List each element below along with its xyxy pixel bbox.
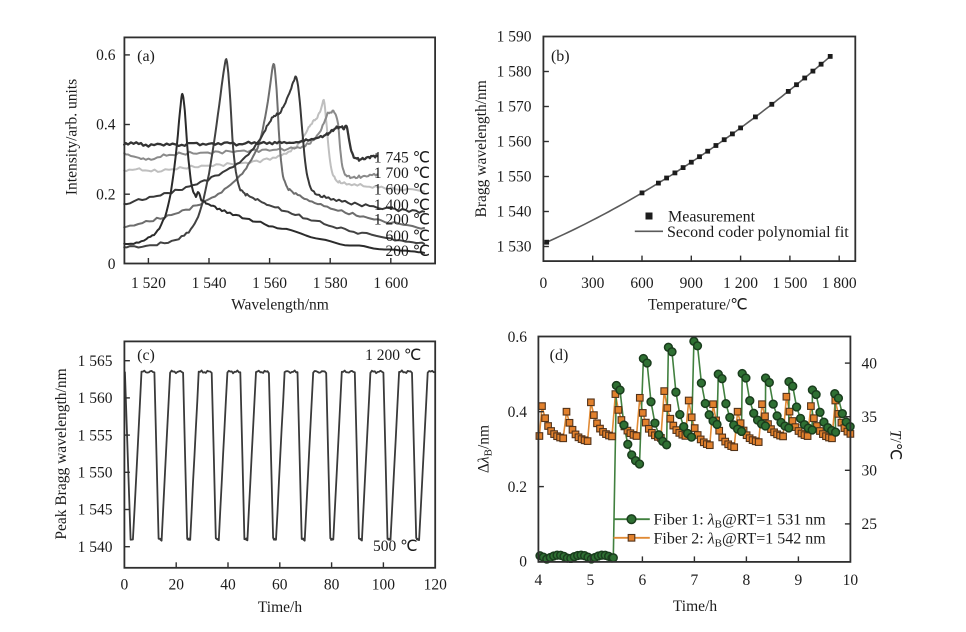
svg-text:300: 300 [581, 275, 605, 292]
svg-text:600: 600 [630, 275, 654, 292]
svg-text:1 560: 1 560 [78, 390, 113, 407]
svg-text:0.6: 0.6 [96, 47, 116, 64]
svg-text:1 530: 1 530 [497, 239, 532, 256]
svg-text:5: 5 [587, 572, 595, 589]
svg-text:4: 4 [535, 572, 543, 589]
svg-text:Intensity/arb. units: Intensity/arb. units [64, 79, 81, 195]
svg-text:1 580: 1 580 [313, 275, 348, 292]
svg-text:Fiber 2: λB@RT=1 542 nm: Fiber 2: λB@RT=1 542 nm [654, 530, 827, 549]
svg-text:0: 0 [540, 275, 548, 292]
svg-text:7: 7 [691, 572, 699, 589]
svg-text:0.6: 0.6 [508, 329, 528, 346]
svg-text:900: 900 [680, 275, 704, 292]
svg-text:0: 0 [108, 256, 116, 273]
svg-text:T/℃: T/℃ [887, 430, 904, 460]
svg-text:Time/h: Time/h [673, 598, 717, 615]
svg-text:10: 10 [843, 572, 859, 589]
svg-text:1 565: 1 565 [78, 353, 113, 370]
svg-text:1 555: 1 555 [78, 427, 113, 444]
svg-text:(a): (a) [137, 48, 155, 65]
svg-text:1 700 ℃: 1 700 ℃ [374, 165, 430, 182]
svg-text:600 ℃: 600 ℃ [385, 228, 430, 245]
svg-text:1 570: 1 570 [497, 99, 532, 116]
svg-text:40: 40 [220, 577, 236, 594]
svg-text:1 560: 1 560 [497, 134, 532, 151]
svg-text:1 580: 1 580 [497, 64, 532, 81]
svg-text:20: 20 [168, 577, 184, 594]
svg-text:Fiber 1: λB@RT=1 531 nm: Fiber 1: λB@RT=1 531 nm [654, 512, 827, 531]
svg-text:1 600 ℃: 1 600 ℃ [374, 181, 430, 198]
svg-text:1 545: 1 545 [78, 502, 113, 519]
svg-text:0: 0 [519, 554, 527, 571]
svg-text:(c): (c) [137, 347, 155, 364]
svg-text:Measurement: Measurement [668, 209, 756, 226]
svg-text:0.4: 0.4 [508, 404, 528, 421]
svg-text:120: 120 [424, 577, 448, 594]
svg-text:Wavelength/nm: Wavelength/nm [231, 297, 329, 314]
svg-text:(d): (d) [550, 347, 569, 364]
svg-text:8: 8 [743, 572, 751, 589]
svg-text:1 540: 1 540 [78, 539, 113, 556]
svg-text:Temperature/℃: Temperature/℃ [648, 297, 748, 314]
svg-text:1 200 ℃: 1 200 ℃ [374, 211, 430, 228]
svg-text:500 ℃: 500 ℃ [373, 538, 418, 555]
svg-text:1 800: 1 800 [822, 275, 857, 292]
svg-text:200 ℃: 200 ℃ [385, 243, 430, 260]
svg-text:0.2: 0.2 [96, 186, 115, 203]
svg-text:Time/h: Time/h [258, 599, 302, 616]
svg-text:9: 9 [795, 572, 803, 589]
svg-text:1 500: 1 500 [772, 275, 807, 292]
svg-text:0.2: 0.2 [508, 479, 527, 496]
svg-text:60: 60 [272, 577, 288, 594]
svg-text:Peak Bragg wavelength/nm: Peak Bragg wavelength/nm [53, 368, 70, 539]
svg-text:40: 40 [862, 355, 878, 372]
svg-text:25: 25 [862, 516, 878, 533]
svg-text:1 600: 1 600 [373, 275, 408, 292]
svg-text:6: 6 [639, 572, 647, 589]
svg-text:1 520: 1 520 [131, 275, 166, 292]
svg-text:1 400 ℃: 1 400 ℃ [374, 197, 430, 214]
svg-text:35: 35 [862, 409, 878, 426]
svg-text:30: 30 [862, 463, 878, 480]
svg-text:0.4: 0.4 [96, 117, 116, 134]
svg-text:1 200 ℃: 1 200 ℃ [365, 347, 421, 364]
svg-text:(b): (b) [551, 48, 570, 65]
svg-text:Bragg wavelength/nm: Bragg wavelength/nm [473, 80, 490, 217]
svg-text:1 200: 1 200 [723, 275, 758, 292]
svg-text:ΔλB/nm: ΔλB/nm [476, 425, 495, 473]
svg-text:Second coder polynomial fit: Second coder polynomial fit [667, 224, 849, 241]
svg-text:1 540: 1 540 [192, 275, 227, 292]
svg-text:1 590: 1 590 [497, 29, 532, 46]
svg-text:100: 100 [372, 577, 396, 594]
svg-text:1 550: 1 550 [497, 169, 532, 186]
svg-text:1 540: 1 540 [497, 204, 532, 221]
svg-text:0: 0 [121, 577, 129, 594]
svg-text:1 550: 1 550 [78, 465, 113, 482]
svg-text:1 745 ℃: 1 745 ℃ [374, 150, 430, 167]
svg-text:80: 80 [324, 577, 340, 594]
svg-text:1 560: 1 560 [252, 275, 287, 292]
